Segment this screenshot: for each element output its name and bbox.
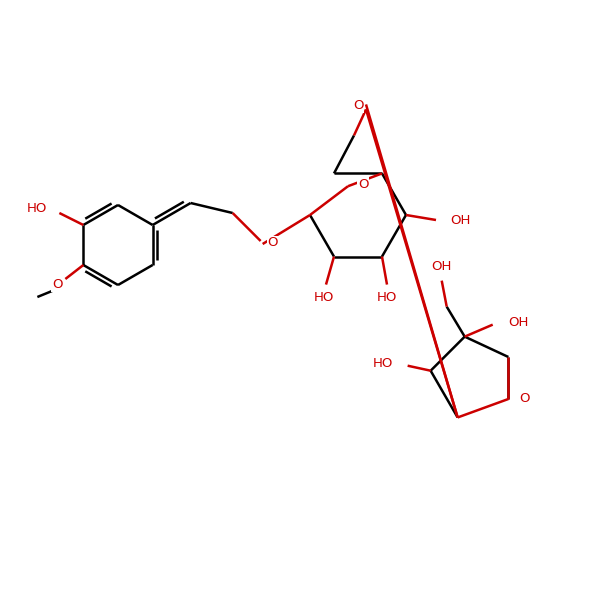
Text: HO: HO xyxy=(377,291,397,304)
Text: OH: OH xyxy=(450,214,470,226)
Text: OH: OH xyxy=(431,260,452,273)
Text: O: O xyxy=(520,392,530,406)
Text: O: O xyxy=(353,99,363,112)
Text: HO: HO xyxy=(372,357,392,370)
Text: HO: HO xyxy=(314,291,334,304)
Text: O: O xyxy=(52,278,62,292)
Text: HO: HO xyxy=(27,202,47,215)
Text: O: O xyxy=(358,178,368,191)
Text: OH: OH xyxy=(509,316,529,329)
Text: O: O xyxy=(268,236,278,250)
